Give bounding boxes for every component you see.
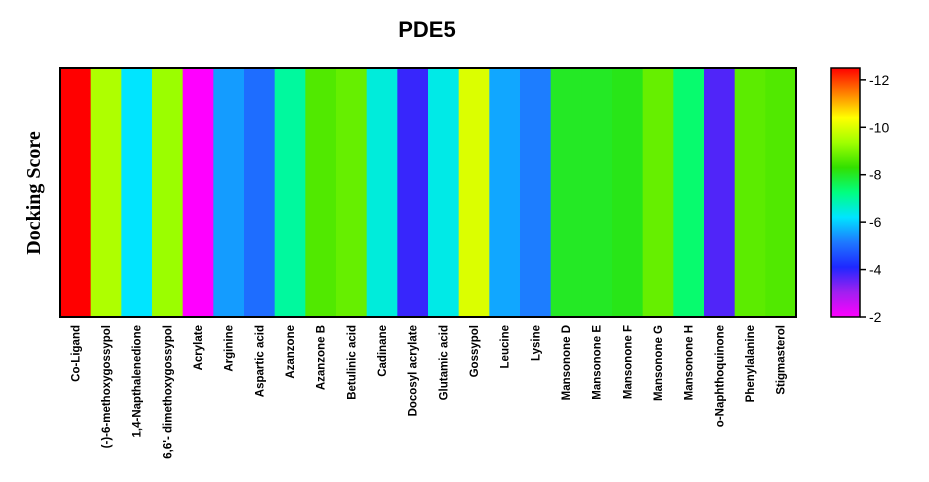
x-tick-label: Betulinic acid	[346, 325, 358, 400]
heatmap-cell	[305, 68, 337, 317]
y-axis-label: Docking Score	[23, 131, 45, 255]
x-tick-label: 1,4-Napthalenedione	[132, 325, 144, 437]
x-tick-labels: Co-Ligand (-)-6-methoxygossypol 1,4-Naptha…	[70, 325, 787, 459]
x-tick-label: Mansonone F	[622, 325, 634, 399]
colorbar-gradient	[830, 67, 861, 318]
x-tick-label: Docosyl acrylate	[408, 325, 420, 416]
colorbar-tick-label: -8	[869, 167, 882, 183]
heatmap-cell	[489, 68, 521, 317]
heatmap-cell	[765, 68, 797, 317]
x-tick-label: (-)-6-methoxygossypol	[101, 325, 113, 448]
x-tick-label: Mansonone E	[592, 325, 604, 400]
x-tick-label: 6,6'- dimethoxygossypol	[162, 325, 174, 459]
x-tick-label: Lysine	[530, 325, 542, 361]
plot-frame	[59, 67, 797, 318]
heatmap-cell	[612, 68, 644, 317]
x-tick-label: Mansonone H	[684, 325, 696, 400]
colorbar-tick-label: -12	[869, 72, 889, 88]
heatmap-cell	[520, 68, 552, 317]
heatmap-cell	[336, 68, 368, 317]
heatmap-cell	[458, 68, 490, 317]
heatmap-cell	[581, 68, 613, 317]
heatmap-cell	[642, 68, 674, 317]
heatmap-cell	[152, 68, 184, 317]
heatmap-cells	[60, 68, 797, 317]
heatmap-cell	[366, 68, 398, 317]
heatmap-cell	[244, 68, 276, 317]
colorbar-tick-label: -10	[869, 119, 889, 135]
heatmap-cell	[704, 68, 736, 317]
heatmap-cell	[673, 68, 705, 317]
heatmap-cell	[213, 68, 245, 317]
x-tick-label: Arginine	[224, 325, 236, 372]
colorbar-tick-label: -6	[869, 214, 882, 230]
heatmap-cell	[274, 68, 306, 317]
x-tick-label: Co-Ligand	[70, 325, 82, 382]
heatmap-cell	[734, 68, 766, 317]
colorbar-tick-label: -2	[869, 309, 882, 325]
x-tick-label: Acrylate	[193, 325, 205, 370]
x-tick-label: Azanzone B	[316, 325, 328, 390]
heatmap-cell	[60, 68, 92, 317]
x-tick-label: Glutamic acid	[438, 325, 450, 400]
x-tick-label: Leucine	[500, 325, 512, 368]
heatmap-cell	[428, 68, 460, 317]
x-tick-label: Mansonone G	[653, 325, 665, 401]
heatmap-cell	[90, 68, 122, 317]
x-tick-label: Aspartic acid	[254, 325, 266, 397]
x-tick-label: Cadinane	[377, 325, 389, 377]
heatmap-cell	[121, 68, 153, 317]
x-tick-label: Phenylalanine	[745, 325, 757, 402]
heatmap-cell	[550, 68, 582, 317]
x-tick-label: Gossypol	[469, 325, 481, 377]
x-tick-label: Azanzone	[285, 325, 297, 379]
x-tick-label: Mansonone D	[561, 325, 573, 400]
colorbar-ticks: -12 -10 -8 -6 -4 -2	[860, 72, 889, 325]
x-tick-label: Stigmasterol	[776, 325, 788, 395]
colorbar: -12 -10 -8 -6 -4 -2	[830, 67, 889, 325]
chart-title: PDE5	[398, 17, 455, 42]
heatmap-cell	[397, 68, 429, 317]
colorbar-tick-label: -4	[869, 262, 882, 278]
heatmap-cell	[182, 68, 214, 317]
x-tick-label: o-Naphthoquinone	[714, 325, 726, 427]
